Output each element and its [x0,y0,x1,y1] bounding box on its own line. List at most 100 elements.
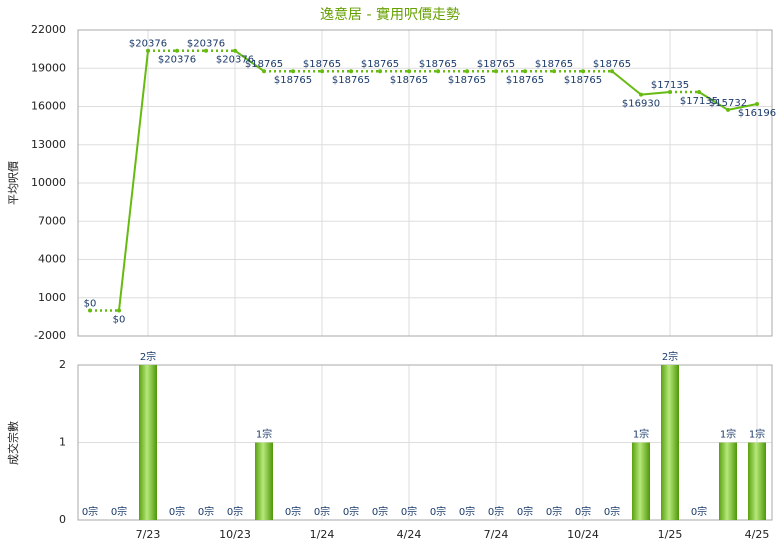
y-tick-label: 4000 [38,253,66,266]
point [494,69,498,74]
y-tick-label: 1000 [38,291,66,304]
y-tick-label: -2000 [34,329,66,342]
value-label: 0宗 [517,505,533,518]
bar [255,442,273,520]
point [581,69,585,74]
value-label: $18765 [564,75,602,86]
y-tick-label: 0 [59,513,66,526]
point [291,69,295,74]
value-label: $18765 [448,75,486,86]
value-label: $18765 [593,59,631,70]
value-label: 1宗 [256,428,272,441]
point [175,48,179,53]
chart-title: 逸意居 - 實用呎價走勢 [320,6,460,23]
value-label: 0宗 [691,505,707,518]
value-label: $18765 [506,75,544,86]
value-label: 0宗 [82,505,98,518]
value-label: 0宗 [372,505,388,518]
y-tick-label: 22000 [31,23,66,36]
value-label: 0宗 [169,505,185,518]
value-label: $15732 [709,98,747,109]
point [610,69,614,74]
x-tick-label: 4/25 [745,528,770,541]
point [320,69,324,74]
value-label: 0宗 [227,505,243,518]
bar [632,442,650,520]
x-tick-label: 1/25 [658,528,683,541]
value-label: $17135 [680,96,718,107]
point [639,92,643,97]
value-label: 0宗 [343,505,359,518]
value-label: 2宗 [662,350,678,363]
point [117,308,121,313]
x-tick-label: 10/24 [567,528,599,541]
y-tick-label: 10000 [31,176,66,189]
line-segment [118,50,149,311]
point [436,69,440,74]
value-label: 0宗 [459,505,475,518]
point [668,90,672,95]
value-label: $18765 [390,75,428,86]
bar [748,442,766,520]
y-axis-label: 成交宗數 [6,421,20,465]
y-tick-label: 1 [59,436,66,449]
x-tick-label: 10/23 [219,528,251,541]
y-tick-label: 16000 [31,100,66,113]
value-label: 0宗 [314,505,330,518]
point [407,69,411,74]
point [697,90,701,95]
line-segment [727,103,758,111]
value-label: $20376 [158,55,196,66]
x-tick-label: 4/24 [397,528,422,541]
point [552,69,556,74]
point [349,69,353,74]
point [262,69,266,74]
point [726,107,730,112]
value-label: $16196 [738,108,776,119]
value-label: 0宗 [401,505,417,518]
value-label: $0 [84,299,97,310]
point [233,48,237,53]
point [755,102,759,107]
line-segment [611,70,642,96]
y-tick-label: 2 [59,358,66,371]
value-label: $18765 [274,75,312,86]
bar [661,365,679,520]
point [146,48,150,53]
value-label: 1宗 [749,428,765,441]
value-label: 0宗 [430,505,446,518]
point [88,308,92,313]
value-label: 0宗 [488,505,504,518]
line-segment [698,91,729,111]
point [378,69,382,74]
line-segment [640,91,671,96]
point [204,48,208,53]
line-segment [234,49,265,73]
value-label: $20376 [216,55,254,66]
value-label: 1宗 [720,428,736,441]
y-tick-label: 19000 [31,61,66,74]
value-label: 2宗 [140,350,156,363]
value-label: 0宗 [575,505,591,518]
value-label: $18765 [419,59,457,70]
point [523,69,527,74]
point [465,69,469,74]
bar [139,365,157,520]
value-label: $18765 [535,59,573,70]
value-label: $17135 [651,80,689,91]
value-label: $16930 [622,99,660,110]
plot-frame [77,29,773,337]
value-label: $18765 [245,59,283,70]
value-label: $0 [113,315,126,326]
plot-frame [77,364,773,521]
y-axis-label: 平均呎價 [6,161,20,205]
y-tick-label: 7000 [38,214,66,227]
value-label: 0宗 [198,505,214,518]
value-label: $18765 [332,75,370,86]
x-tick-label: 7/24 [484,528,509,541]
y-tick-label: 13000 [31,138,66,151]
value-label: 0宗 [111,505,127,518]
x-tick-label: 1/24 [310,528,335,541]
value-label: $18765 [303,59,341,70]
